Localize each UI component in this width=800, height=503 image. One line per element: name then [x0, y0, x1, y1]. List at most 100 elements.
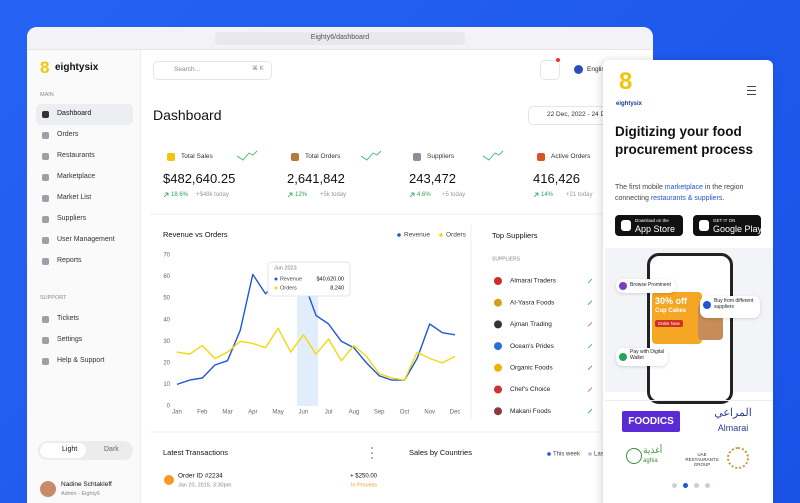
store-button[interactable] — [693, 215, 761, 236]
nav-item[interactable]: Reports — [57, 257, 82, 264]
page-title: Dashboard — [153, 107, 222, 123]
partner-icon — [626, 448, 642, 464]
stat-change: 14% — [541, 192, 554, 198]
promo-logo: 8 — [619, 68, 633, 95]
nav-icon — [42, 216, 49, 223]
stat-label: Active Orders — [551, 153, 591, 160]
stat-icon — [167, 153, 175, 161]
partner-text: UAE RESTAURANTS GROUP — [685, 452, 719, 468]
nav-icon — [42, 111, 49, 118]
notification-button[interactable] — [540, 60, 560, 80]
user-name: Nadine Schtakleff — [61, 481, 112, 488]
partner-foodics — [622, 411, 680, 432]
sidebar — [27, 50, 141, 503]
menu-button[interactable] — [747, 86, 756, 95]
partner-text: aghia — [643, 458, 658, 464]
store-big: App Store — [635, 224, 676, 234]
theme-light-pill — [40, 443, 86, 458]
carousel-dot[interactable] — [672, 483, 677, 488]
language[interactable]: English — [587, 66, 609, 73]
cta[interactable]: Order Now — [655, 320, 683, 328]
stat-value: 416,426 — [533, 171, 580, 186]
brand: eightysix — [55, 62, 99, 73]
nav-item[interactable]: Suppliers — [57, 215, 87, 222]
nav-icon — [42, 237, 49, 244]
nav-icon — [42, 358, 49, 365]
nav-item[interactable]: Help & Support — [57, 357, 105, 364]
nav-icon — [42, 258, 49, 265]
nav-item[interactable]: Tickets — [57, 315, 79, 322]
badge-text: Pay with Digital Wallet — [630, 349, 665, 361]
search-placeholder: Search... — [174, 66, 201, 73]
url: Eighty6/dashboard — [310, 34, 370, 41]
nav-icon — [42, 132, 49, 139]
notification-dot — [556, 58, 560, 62]
theme-option[interactable]: Light — [62, 446, 78, 453]
partner-text: أغذية — [643, 445, 663, 455]
section-label: MAIN — [40, 92, 54, 98]
store-button[interactable] — [615, 215, 683, 236]
offer: 30% off — [655, 296, 688, 306]
theme-option[interactable]: Dark — [104, 446, 119, 453]
avatar — [40, 481, 56, 497]
store-icon — [621, 220, 631, 231]
stat-change: 4.6% — [417, 192, 431, 198]
stat-icon — [291, 153, 299, 161]
badge-dot — [703, 301, 711, 309]
stat-icon — [537, 153, 545, 161]
date-range: 22 Dec, 2022 - 24 Dec, 2022 — [547, 111, 631, 118]
stat-label: Total Sales — [181, 153, 213, 160]
stat-change: 18.6% — [171, 192, 189, 198]
nav-icon — [42, 316, 49, 323]
stat-label: Total Orders — [305, 153, 341, 160]
stat-today: +5k today — [320, 192, 347, 198]
nav-active-bg — [36, 104, 133, 125]
link[interactable]: restaurants & suppliers — [650, 195, 723, 202]
logo: 8 — [40, 58, 50, 77]
separator — [605, 400, 773, 401]
flag — [574, 65, 583, 74]
menu-button-mid — [747, 89, 756, 91]
user-role: Admin - Eighty6 — [61, 491, 100, 497]
stat-today: +5 today — [442, 192, 466, 198]
product-card — [652, 292, 702, 344]
partner-text: المراعي — [714, 407, 752, 419]
badge — [616, 279, 676, 293]
badge-text: Buy from different suppliers — [714, 298, 754, 310]
nav-item[interactable]: Orders — [57, 131, 79, 138]
search-shortcut: ⌘ K — [252, 66, 264, 72]
stat-icon — [413, 153, 421, 161]
partner-text: Almarai — [717, 423, 749, 433]
product: Cup Cakes — [655, 308, 687, 314]
stat-label: Suppliers — [427, 153, 455, 160]
nav-icon — [42, 337, 49, 344]
store-small: Download on the — [635, 218, 669, 223]
nav-item[interactable]: Settings — [57, 336, 83, 343]
stat-value: $482,640.25 — [163, 171, 236, 186]
stat-value: 2,641,842 — [287, 171, 345, 186]
section-label: SUPPORT — [40, 295, 67, 301]
nav-icon — [42, 153, 49, 160]
nav-item[interactable]: Marketplace — [57, 173, 96, 180]
nav-item[interactable]: Market List — [57, 194, 92, 201]
badge — [616, 348, 668, 366]
promo-brand: eightysix — [616, 101, 643, 107]
badge — [700, 296, 760, 318]
nav-item[interactable]: User Management — [57, 236, 115, 243]
badge-dot — [619, 282, 627, 290]
store-big: Google Play — [713, 224, 763, 234]
nav-item[interactable]: Restaurants — [57, 152, 95, 159]
nav-icon — [42, 195, 49, 202]
partner-text: FOODICS — [628, 416, 674, 427]
stat-value: 243,472 — [409, 171, 456, 186]
carousel-dot[interactable] — [694, 483, 699, 488]
carousel-dot[interactable] — [683, 483, 688, 488]
store-small: GET IT ON — [713, 218, 736, 223]
nav-item[interactable]: Dashboard — [57, 110, 92, 117]
link[interactable]: marketplace — [664, 184, 703, 191]
address-bar — [215, 32, 465, 45]
nav-icon — [42, 174, 49, 181]
search-box[interactable] — [153, 61, 272, 80]
carousel-dot[interactable] — [705, 483, 710, 488]
intro-text: . — [722, 195, 725, 202]
